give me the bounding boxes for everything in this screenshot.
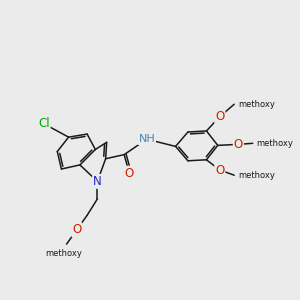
Text: O: O [215, 110, 224, 123]
Text: methoxy: methoxy [45, 249, 82, 258]
Text: methoxy: methoxy [238, 171, 275, 180]
Text: O: O [234, 138, 243, 151]
Text: NH: NH [138, 134, 155, 144]
Text: Cl: Cl [38, 117, 50, 130]
Text: methoxy: methoxy [256, 139, 293, 148]
Text: O: O [72, 223, 82, 236]
Text: N: N [93, 175, 102, 188]
Text: O: O [125, 167, 134, 180]
Text: methoxy: methoxy [238, 100, 275, 109]
Text: O: O [215, 164, 224, 177]
